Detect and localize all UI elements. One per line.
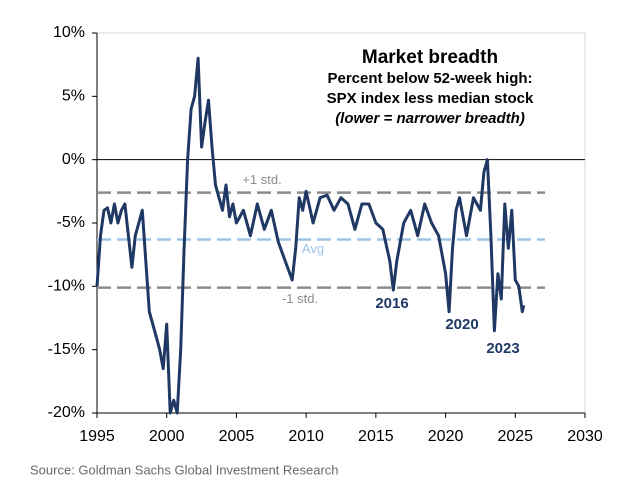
series-line xyxy=(95,56,526,415)
y-tick-label: -15% xyxy=(48,341,85,358)
chart-subtitle: Percent below 52-week high: xyxy=(327,70,532,87)
y-tick-label: 5% xyxy=(62,88,85,105)
y-tick-label: -5% xyxy=(57,214,85,231)
y-tick-label: 10% xyxy=(53,24,85,41)
chart-subtitle: (lower = narrower breadth) xyxy=(335,110,525,127)
x-tick-label: 2025 xyxy=(497,428,533,445)
reference-label: +1 std. xyxy=(242,172,281,187)
source-note: Source: Goldman Sachs Global Investment … xyxy=(30,462,339,477)
year-annotation: 2020 xyxy=(445,316,478,333)
y-tick-label: -10% xyxy=(48,278,85,295)
year-annotation: 2016 xyxy=(375,295,408,312)
x-tick-label: 2010 xyxy=(288,428,324,445)
y-tick-label: 0% xyxy=(62,151,85,168)
x-tick-label: 2005 xyxy=(219,428,255,445)
x-tick-label: 2015 xyxy=(358,428,394,445)
reference-label: Avg xyxy=(302,241,324,256)
reference-label: -1 std. xyxy=(282,291,318,306)
y-tick-label: -20% xyxy=(48,404,85,421)
x-tick-label: 2020 xyxy=(428,428,464,445)
x-tick-label: 2000 xyxy=(149,428,185,445)
chart-title: Market breadth xyxy=(362,47,498,68)
chart-subtitle: SPX index less median stock xyxy=(327,90,534,107)
x-tick-label: 1995 xyxy=(79,428,115,445)
year-annotation: 2023 xyxy=(486,340,519,357)
x-tick-label: 2030 xyxy=(567,428,603,445)
